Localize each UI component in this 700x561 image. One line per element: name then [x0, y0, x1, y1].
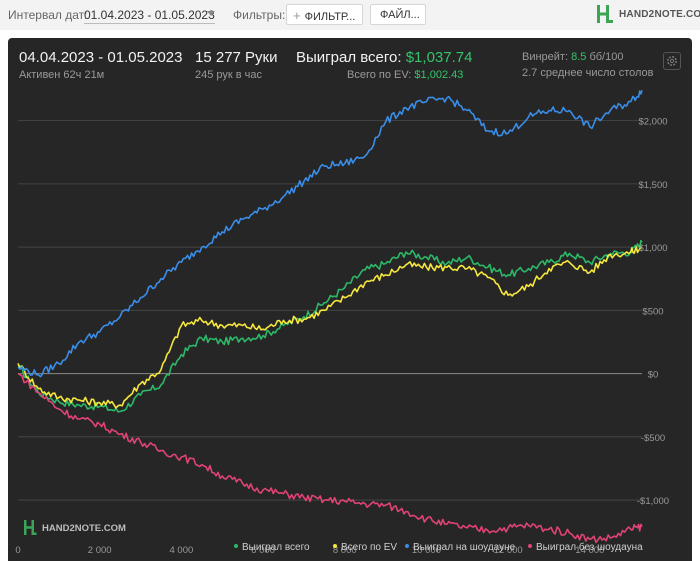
filter-button-label: ФИЛЬТР... — [304, 11, 356, 23]
ev-total-value: $1,002.43 — [414, 69, 464, 81]
legend-dot-icon — [405, 544, 409, 549]
y-tick-label: $0 — [648, 370, 659, 381]
filter-button[interactable]: + ФИЛЬТР... — [286, 4, 363, 25]
x-tick-label: 6 000 — [251, 545, 275, 556]
legend-item[interactable]: Выиграл на шоудауне — [405, 542, 515, 553]
ev-total: Всего по EV: $1,002.43 — [347, 69, 463, 81]
hand2note-logo-icon — [597, 5, 613, 23]
settings-button[interactable] — [663, 52, 681, 70]
winrate-unit: бб/100 — [589, 51, 624, 63]
date-range: 04.04.2023 - 01.05.2023 — [19, 49, 183, 66]
files-button[interactable]: ФАЙЛ... — [370, 4, 426, 25]
legend-item[interactable]: Всего по EV — [333, 542, 397, 553]
x-tick-label: 8 000 — [333, 545, 357, 556]
ev-total-label: Всего по EV: — [347, 69, 412, 81]
files-button-label: ФАЙЛ... — [380, 9, 420, 21]
legend-label: Выиграл всего — [242, 542, 310, 553]
series-line — [17, 89, 643, 378]
legend-item[interactable]: Выиграл всего — [234, 542, 310, 553]
y-tick-label: $1,500 — [638, 180, 667, 191]
x-tick-labels: 0 2 000 4 000 6 000 8 000 10 000 12 000 14 000 — [15, 545, 604, 556]
gear-icon — [667, 56, 677, 66]
legend-dot-icon — [333, 544, 337, 549]
average-tables: 2.7 среднее число столов — [522, 67, 654, 79]
legend-label: Выиграл на шоудауне — [413, 542, 516, 553]
x-tick-label: 14 000 — [575, 545, 604, 556]
won-total-value: $1,037.74 — [405, 49, 473, 66]
date-interval-select[interactable]: 01.04.2023 - 01.05.2023 — [84, 8, 215, 24]
y-tick-label: $500 — [642, 306, 663, 317]
active-time: Активен 62ч 21м — [19, 69, 105, 81]
winrate-value: 8.5 — [571, 51, 587, 63]
chevron-down-icon[interactable] — [207, 11, 215, 16]
y-tick-labels: -$1,000 -$500 $0 $500 $1,000 $1,500 $2,000 — [637, 117, 669, 507]
y-tick-label: $2,000 — [638, 117, 667, 128]
y-tick-label: -$1,000 — [637, 496, 669, 507]
chart-watermark: HAND2NOTE.COM — [24, 520, 126, 535]
series-line — [17, 239, 643, 413]
legend-item[interactable]: Выиграл без шоудауна — [528, 542, 643, 553]
legend-label: Выиграл без шоудауна — [536, 542, 643, 553]
chart-lines — [17, 89, 643, 544]
legend-dot-icon — [234, 544, 238, 549]
watermark-text: HAND2NOTE.COM — [42, 523, 126, 534]
x-tick-label: 10 000 — [412, 545, 441, 556]
graph-panel: 04.04.2023 - 01.05.2023 Активен 62ч 21м … — [8, 38, 692, 561]
y-tick-label: -$500 — [641, 433, 665, 444]
legend-label: Всего по EV — [341, 542, 398, 553]
plus-icon: + — [293, 8, 301, 23]
series-line — [17, 372, 643, 544]
x-tick-label: 4 000 — [169, 545, 193, 556]
x-tick-label: 12 000 — [494, 545, 523, 556]
brand-name: HAND2NOTE.COM — [619, 9, 700, 20]
hands-per-hour: 245 рук в час — [195, 69, 263, 81]
legend-dot-icon — [528, 544, 532, 549]
y-tick-label: $1,000 — [638, 243, 667, 254]
x-tick-label: 2 000 — [88, 545, 112, 556]
won-total: Выиграл всего: $1,037.74 — [296, 49, 472, 66]
date-interval-label: Интервал дат: — [8, 8, 88, 22]
x-tick-label: 0 — [15, 545, 20, 556]
bankroll-chart: -$1,000 -$500 $0 $500 $1,000 $1,500 $2,000 0 2 … — [15, 89, 669, 556]
filters-label: Фильтры: — [233, 8, 286, 22]
won-total-label: Выиграл всего: — [296, 49, 402, 66]
chart-grid — [18, 120, 642, 501]
series-line — [17, 246, 643, 409]
hands-count: 15 277 Руки — [195, 49, 278, 66]
toolbar: Интервал дат: 01.04.2023 - 01.05.2023 Фи… — [0, 0, 700, 30]
winrate-label: Винрейт: — [522, 51, 569, 63]
winrate: Винрейт: 8.5 бб/100 — [522, 51, 623, 63]
